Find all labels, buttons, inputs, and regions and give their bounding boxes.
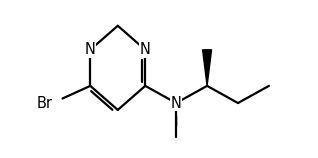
Text: |: |: [174, 116, 178, 126]
Text: N: N: [171, 96, 182, 111]
Text: N: N: [85, 42, 96, 57]
Polygon shape: [203, 50, 211, 86]
Text: Br: Br: [37, 96, 52, 111]
Text: N: N: [140, 42, 151, 57]
